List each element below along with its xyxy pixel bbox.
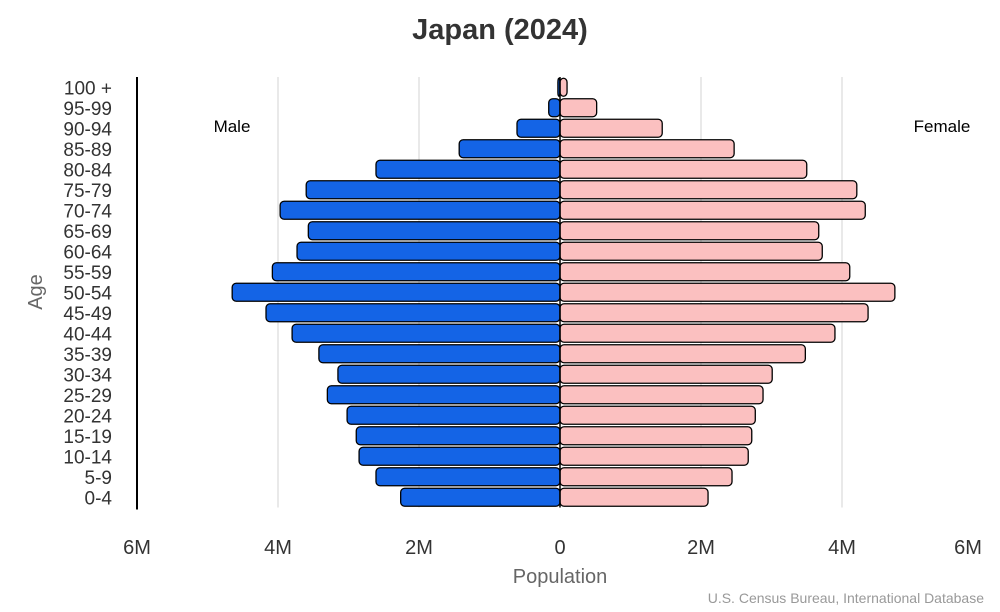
bar-male xyxy=(358,446,561,466)
bar-female xyxy=(559,426,753,446)
bar-female xyxy=(559,118,663,138)
y-tick-label: 15-19 xyxy=(63,427,112,448)
bar-male xyxy=(265,303,561,323)
chart-title: Japan (2024) xyxy=(412,14,588,46)
bar-female xyxy=(559,344,806,364)
y-tick-label: 40-44 xyxy=(63,324,112,345)
bar-male xyxy=(307,221,561,241)
bar-male xyxy=(337,364,561,384)
y-tick-label: 35-39 xyxy=(63,345,112,366)
y-tick-label: 25-29 xyxy=(63,386,112,407)
bar-female xyxy=(559,467,733,487)
bar-female xyxy=(559,241,823,261)
bar-male xyxy=(375,159,561,179)
bar-male xyxy=(400,487,561,507)
bar-male xyxy=(548,98,561,118)
y-tick-label: 100 + xyxy=(64,78,112,99)
bar-male xyxy=(291,323,561,343)
bar-female xyxy=(559,282,896,302)
legend-male-label: Male xyxy=(214,117,251,136)
bar-male xyxy=(346,405,561,425)
x-tick-label: 4M xyxy=(264,537,292,559)
x-tick-label: 4M xyxy=(828,537,856,559)
y-axis-label: Age xyxy=(25,274,47,310)
x-tick-label: 2M xyxy=(405,537,433,559)
bar-male xyxy=(375,467,561,487)
bar-male xyxy=(279,200,561,220)
bar-female xyxy=(559,323,836,343)
bar-female xyxy=(559,364,773,384)
y-tick-label: 80-84 xyxy=(63,160,112,181)
bar-male xyxy=(271,262,561,282)
bar-female xyxy=(559,77,568,97)
bar-female xyxy=(559,385,764,405)
bar-male xyxy=(355,426,561,446)
y-tick-label: 10-14 xyxy=(63,447,112,468)
bar-female xyxy=(559,200,866,220)
y-tick-label: 30-34 xyxy=(63,365,112,386)
y-tick-label: 5-9 xyxy=(85,468,112,489)
bar-male xyxy=(516,118,561,138)
x-tick-label: 0 xyxy=(554,537,565,559)
bar-female xyxy=(559,98,598,118)
legend-female-label: Female xyxy=(914,117,971,136)
x-tick-label: 6M xyxy=(123,537,151,559)
bar-female xyxy=(559,303,869,323)
bar-male xyxy=(326,385,561,405)
bar-female xyxy=(559,405,756,425)
bar-female xyxy=(559,180,858,200)
y-tick-label: 90-94 xyxy=(63,119,112,140)
bar-female xyxy=(559,487,709,507)
y-tick-label: 85-89 xyxy=(63,140,112,161)
bar-male xyxy=(318,344,561,364)
bar-male xyxy=(231,282,561,302)
source-note: U.S. Census Bureau, International Databa… xyxy=(707,590,984,606)
y-tick-label: 95-99 xyxy=(63,99,112,120)
y-tick-label: 70-74 xyxy=(63,201,112,222)
y-tick-label: 55-59 xyxy=(63,263,112,284)
y-tick-label: 0-4 xyxy=(85,488,113,509)
bar-male xyxy=(305,180,561,200)
bar-male xyxy=(296,241,561,261)
x-tick-label: 2M xyxy=(687,537,715,559)
bar-female xyxy=(559,262,851,282)
bar-female xyxy=(559,139,735,159)
y-tick-label: 45-49 xyxy=(63,304,112,325)
bar-female xyxy=(559,446,749,466)
y-tick-label: 50-54 xyxy=(63,283,112,304)
bar-female xyxy=(559,159,808,179)
y-tick-label: 20-24 xyxy=(63,406,112,427)
x-axis-label: Population xyxy=(513,566,608,588)
y-tick-label: 65-69 xyxy=(63,222,112,243)
bar-male xyxy=(458,139,561,159)
bar-female xyxy=(559,221,820,241)
x-tick-label: 6M xyxy=(954,537,982,559)
y-tick-label: 75-79 xyxy=(63,181,112,202)
y-tick-label: 60-64 xyxy=(63,242,112,263)
